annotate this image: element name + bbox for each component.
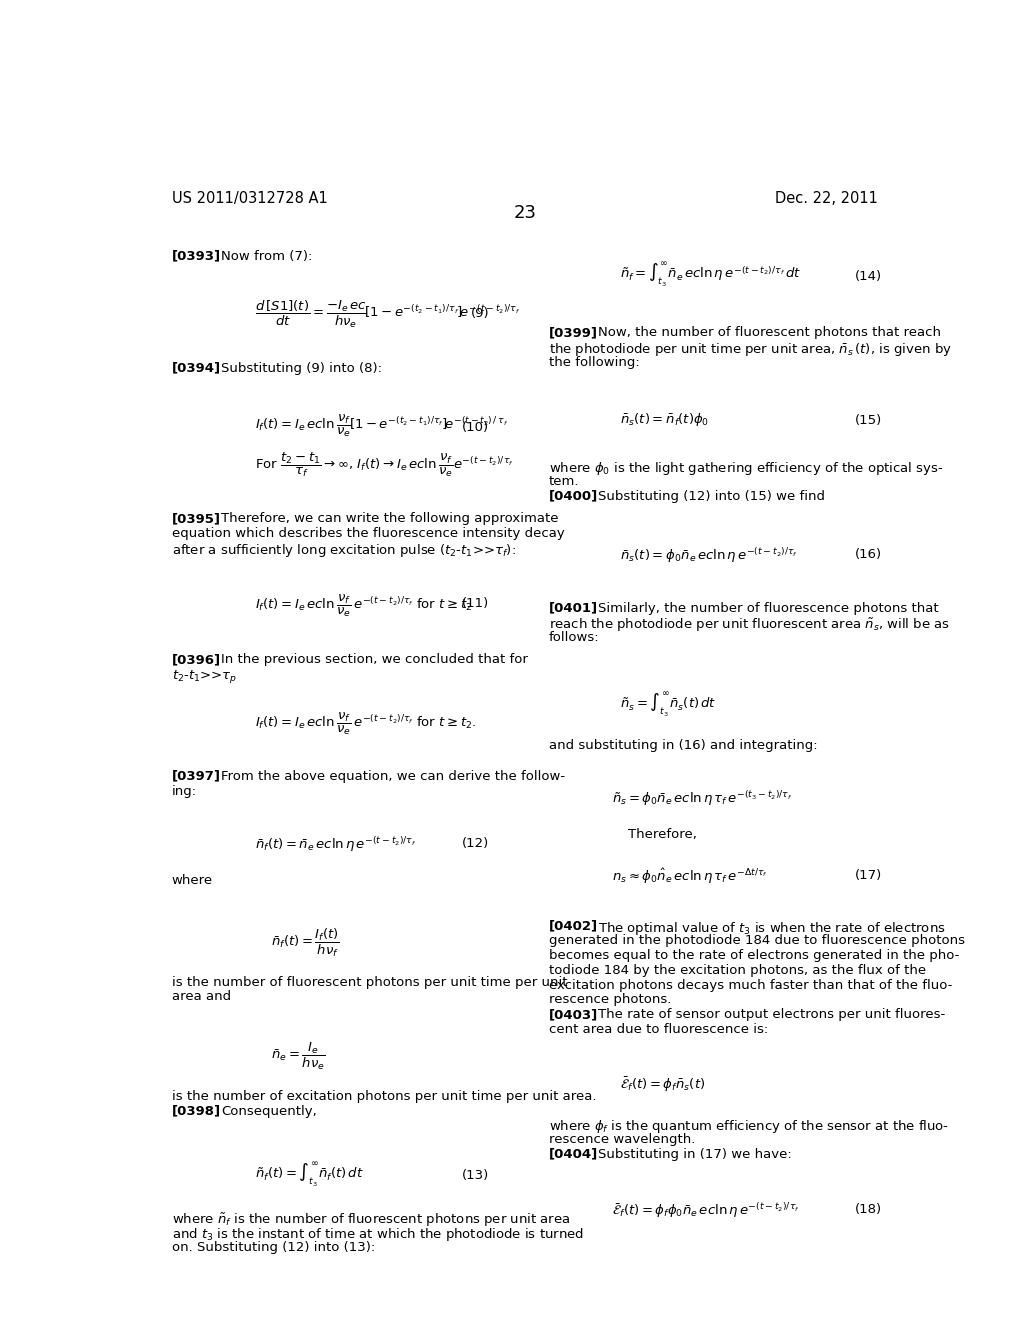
Text: $I_f(t) = I_e\,ec\ln\dfrac{\nu_f}{\nu_e}\,e^{-(t-t_2)/\tau_f}\ \mathrm{for}\ t\g: $I_f(t) = I_e\,ec\ln\dfrac{\nu_f}{\nu_e}… [255, 710, 476, 737]
Text: [0395]: [0395] [172, 512, 220, 525]
Text: Now, the number of fluorescent photons that reach: Now, the number of fluorescent photons t… [598, 326, 941, 339]
Text: cent area due to fluorescence is:: cent area due to fluorescence is: [549, 1023, 768, 1036]
Text: [0402]: [0402] [549, 920, 598, 933]
Text: is the number of fluorescent photons per unit time per unit: is the number of fluorescent photons per… [172, 975, 567, 989]
Text: (14): (14) [855, 271, 882, 284]
Text: $\bar{\mathcal{E}}_f(t) = \phi_f\phi_0\bar{n}_e\,ec\ln\eta\,e^{-(t-t_2)/\tau_f}$: $\bar{\mathcal{E}}_f(t) = \phi_f\phi_0\b… [612, 1201, 800, 1220]
Text: where: where [172, 874, 213, 887]
Text: (13): (13) [462, 1168, 489, 1181]
Text: [0403]: [0403] [549, 1008, 598, 1022]
Text: Similarly, the number of fluorescence photons that: Similarly, the number of fluorescence ph… [598, 602, 938, 615]
Text: $I_f(t) = I_e\,ec\ln\dfrac{\nu_f}{\nu_e}\!\left[1-e^{-(t_2-t_1)/\tau_f}\right]\!: $I_f(t) = I_e\,ec\ln\dfrac{\nu_f}{\nu_e}… [255, 412, 508, 438]
Text: Substituting (9) into (8):: Substituting (9) into (8): [221, 362, 382, 375]
Text: (18): (18) [855, 1203, 882, 1216]
Text: From the above equation, we can derive the follow-: From the above equation, we can derive t… [221, 770, 565, 783]
Text: [0404]: [0404] [549, 1148, 598, 1160]
Text: $\tilde{n}_f(t) = \int_{t_3}^{\infty}\bar{n}_f(t)\,dt$: $\tilde{n}_f(t) = \int_{t_3}^{\infty}\ba… [255, 1160, 364, 1189]
Text: $\dfrac{d\,[S1](t)}{dt} = \dfrac{-I_e\,ec}{h\nu_e}\!\left[1-e^{-(t_2-t_1)/\tau_f: $\dfrac{d\,[S1](t)}{dt} = \dfrac{-I_e\,e… [255, 298, 520, 330]
Text: follows:: follows: [549, 631, 599, 644]
Text: generated in the photodiode 184 due to fluorescence photons: generated in the photodiode 184 due to f… [549, 935, 965, 948]
Text: rescence photons.: rescence photons. [549, 994, 671, 1006]
Text: (16): (16) [855, 548, 882, 561]
Text: The optimal value of $t_3$ is when the rate of electrons: The optimal value of $t_3$ is when the r… [598, 920, 945, 937]
Text: $\tilde{n}_f = \int_{t_3}^{\infty}\bar{n}_e\,ec\ln\eta\,e^{-(t-t_2)/\tau_f}\,dt$: $\tilde{n}_f = \int_{t_3}^{\infty}\bar{n… [620, 260, 801, 289]
Text: $\bar{n}_e = \dfrac{I_e}{h\nu_e}$: $\bar{n}_e = \dfrac{I_e}{h\nu_e}$ [270, 1041, 326, 1072]
Text: after a sufficiently long excitation pulse ($t_2$-$t_1$>>$\tau_f$):: after a sufficiently long excitation pul… [172, 541, 516, 558]
Text: where $\phi_f$ is the quantum efficiency of the sensor at the fluo-: where $\phi_f$ is the quantum efficiency… [549, 1118, 948, 1135]
Text: excitation photons decays much faster than that of the fluo-: excitation photons decays much faster th… [549, 978, 952, 991]
Text: Therefore,: Therefore, [628, 828, 697, 841]
Text: $\tilde{n}_s = \int_{t_3}^{\infty}\bar{n}_s(t)\,dt$: $\tilde{n}_s = \int_{t_3}^{\infty}\bar{n… [620, 690, 717, 718]
Text: Substituting in (17) we have:: Substituting in (17) we have: [598, 1148, 792, 1160]
Text: 23: 23 [513, 205, 537, 222]
Text: [0399]: [0399] [549, 326, 598, 339]
Text: $I_f(t) = I_e\,ec\ln\dfrac{\nu_f}{\nu_e}\,e^{-(t-t_2)/\tau_f}\ \mathrm{for}\ t\g: $I_f(t) = I_e\,ec\ln\dfrac{\nu_f}{\nu_e}… [255, 593, 472, 619]
Text: rescence wavelength.: rescence wavelength. [549, 1133, 695, 1146]
Text: In the previous section, we concluded that for: In the previous section, we concluded th… [221, 653, 527, 667]
Text: and $t_3$ is the instant of time at which the photodiode is turned: and $t_3$ is the instant of time at whic… [172, 1226, 584, 1243]
Text: becomes equal to the rate of electrons generated in the pho-: becomes equal to the rate of electrons g… [549, 949, 959, 962]
Text: $n_s\approx\phi_0\hat{n}_e\,ec\ln\eta\,\tau_f\,e^{-\Delta t/\tau_f}$: $n_s\approx\phi_0\hat{n}_e\,ec\ln\eta\,\… [612, 867, 768, 886]
Text: todiode 184 by the excitation photons, as the flux of the: todiode 184 by the excitation photons, a… [549, 964, 926, 977]
Text: on. Substituting (12) into (13):: on. Substituting (12) into (13): [172, 1241, 375, 1254]
Text: reach the photodiode per unit fluorescent area $\tilde{n}_s$, will be as: reach the photodiode per unit fluorescen… [549, 616, 949, 634]
Text: $\tilde{n}_s = \phi_0\bar{n}_e\,ec\ln\eta\,\tau_f\,e^{-(t_3-t_2)/\tau_f}$: $\tilde{n}_s = \phi_0\bar{n}_e\,ec\ln\et… [612, 789, 793, 808]
Text: is the number of excitation photons per unit time per unit area.: is the number of excitation photons per … [172, 1090, 596, 1104]
Text: where $\tilde{n}_f$ is the number of fluorescent photons per unit area: where $\tilde{n}_f$ is the number of flu… [172, 1212, 570, 1229]
Text: $\bar{n}_f(t) = \bar{n}_e\,ec\ln\eta\,e^{-(t-t_2)/\tau_f}$: $\bar{n}_f(t) = \bar{n}_e\,ec\ln\eta\,e^… [255, 836, 417, 854]
Text: ing:: ing: [172, 784, 197, 797]
Text: Now from (7):: Now from (7): [221, 249, 312, 263]
Text: Substituting (12) into (15) we find: Substituting (12) into (15) we find [598, 490, 824, 503]
Text: US 2011/0312728 A1: US 2011/0312728 A1 [172, 191, 328, 206]
Text: $\bar{n}_s(t) = \bar{n}_f(t)\phi_0$: $\bar{n}_s(t) = \bar{n}_f(t)\phi_0$ [620, 412, 710, 429]
Text: (15): (15) [855, 413, 882, 426]
Text: [0394]: [0394] [172, 362, 221, 375]
Text: equation which describes the fluorescence intensity decay: equation which describes the fluorescenc… [172, 527, 564, 540]
Text: [0401]: [0401] [549, 602, 598, 615]
Text: Dec. 22, 2011: Dec. 22, 2011 [775, 191, 878, 206]
Text: (10): (10) [462, 421, 489, 434]
Text: [0396]: [0396] [172, 653, 221, 667]
Text: For $\dfrac{t_2-t_1}{\tau_f}\to\infty$, $I_f(t)\to I_e\,ec\ln\dfrac{\nu_f}{\nu_e: For $\dfrac{t_2-t_1}{\tau_f}\to\infty$, … [255, 451, 514, 479]
Text: [0397]: [0397] [172, 770, 220, 783]
Text: the photodiode per unit time per unit area, $\bar{n}_s\,(t)$, is given by: the photodiode per unit time per unit ar… [549, 341, 951, 358]
Text: (12): (12) [462, 837, 489, 850]
Text: tem.: tem. [549, 475, 580, 488]
Text: [0393]: [0393] [172, 249, 221, 263]
Text: $t_2$-$t_1$>>$\tau_p$: $t_2$-$t_1$>>$\tau_p$ [172, 668, 237, 685]
Text: (17): (17) [855, 869, 882, 882]
Text: $\bar{n}_s(t) = \phi_0\bar{n}_e\,ec\ln\eta\,e^{-(t-t_2)/\tau_f}$: $\bar{n}_s(t) = \phi_0\bar{n}_e\,ec\ln\e… [620, 545, 798, 565]
Text: area and: area and [172, 990, 230, 1003]
Text: [0398]: [0398] [172, 1105, 221, 1118]
Text: (9): (9) [470, 306, 489, 319]
Text: Consequently,: Consequently, [221, 1105, 316, 1118]
Text: (11): (11) [462, 598, 489, 610]
Text: Therefore, we can write the following approximate: Therefore, we can write the following ap… [221, 512, 558, 525]
Text: $\bar{\mathcal{E}}_f(t) = \phi_f\bar{n}_s(t)$: $\bar{\mathcal{E}}_f(t) = \phi_f\bar{n}_… [620, 1076, 706, 1094]
Text: [0400]: [0400] [549, 490, 598, 503]
Text: and substituting in (16) and integrating:: and substituting in (16) and integrating… [549, 739, 817, 752]
Text: The rate of sensor output electrons per unit fluores-: The rate of sensor output electrons per … [598, 1008, 945, 1022]
Text: where $\phi_0$ is the light gathering efficiency of the optical sys-: where $\phi_0$ is the light gathering ef… [549, 461, 943, 478]
Text: $\bar{n}_f(t) = \dfrac{I_f(t)}{h\nu_f}$: $\bar{n}_f(t) = \dfrac{I_f(t)}{h\nu_f}$ [270, 927, 340, 960]
Text: the following:: the following: [549, 355, 639, 368]
